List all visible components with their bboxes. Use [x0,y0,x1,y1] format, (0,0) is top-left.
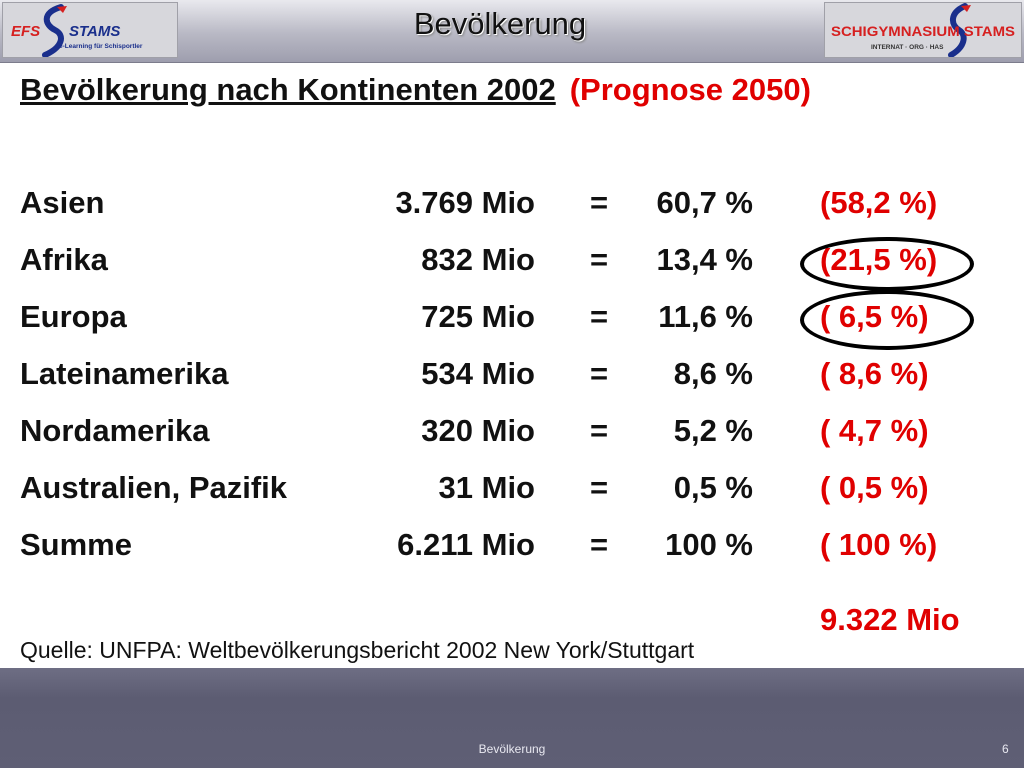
footer-title: Bevölkerung [478,742,546,756]
equals-sign: = [590,185,609,220]
equals-sign: = [590,242,609,277]
efs-stams-logo: EFS STAMS e-Learning für Schisportler [2,2,178,58]
share-percent: 8,6 % [673,356,753,391]
svg-text:INTERNAT · ORG · HAS: INTERNAT · ORG · HAS [871,44,944,51]
population-mio: 6.211 Mio [397,527,535,562]
subtitle-forecast: (Prognose 2050) [569,72,811,107]
slide-subtitle: Bevölkerung nach Kontinenten 2002 (Progno… [20,72,811,108]
share-percent: 0,5 % [673,470,753,505]
continent-name: Nordamerika [20,413,210,448]
continent-name: Afrika [20,242,108,277]
population-mio: 725 Mio [421,299,535,334]
highlight-ellipse-afrika [800,237,974,291]
table-row: Australien, Pazifik 31 Mio = 0,5 % ( 0,5… [0,470,1024,510]
share-percent: 11,6 % [658,299,753,334]
svg-text:e-Learning für Schisportler: e-Learning für Schisportler [59,43,143,50]
subtitle-main: Bevölkerung nach Kontinenten 2002 [20,72,556,107]
table-row: Asien 3.769 Mio = 60,7 % (58,2 %) [0,185,1024,225]
share-percent: 60,7 % [656,185,753,220]
forecast-percent: ( 4,7 %) [820,413,929,448]
share-percent: 100 % [665,527,753,562]
equals-sign: = [590,413,609,448]
table-row: Lateinamerika 534 Mio = 8,6 % ( 8,6 %) [0,356,1024,396]
efs-stams-logo-graphic: EFS STAMS e-Learning für Schisportler [11,4,143,58]
forecast-percent: (58,2 %) [820,185,938,220]
table-row: Nordamerika 320 Mio = 5,2 % ( 4,7 %) [0,413,1024,453]
equals-sign: = [590,299,609,334]
population-mio: 3.769 Mio [395,185,535,220]
continent-name: Europa [20,299,127,334]
source-citation: Quelle: UNFPA: Weltbevölkerungsbericht 2… [20,637,695,663]
slide-header: EFS STAMS e-Learning für Schisportler Be… [0,0,1024,63]
table-row-total: Summe 6.211 Mio = 100 % ( 100 %) [0,527,1024,567]
population-mio: 320 Mio [421,413,535,448]
svg-text:EFS: EFS [11,23,40,40]
equals-sign: = [590,356,609,391]
svg-text:SCHIGYMNASIUM STAMS: SCHIGYMNASIUM STAMS [831,23,1015,39]
continent-name: Australien, Pazifik [20,470,288,505]
slide-footer: Bevölkerung 6 [0,668,1024,768]
continent-name: Lateinamerika [20,356,229,391]
population-mio: 832 Mio [421,242,535,277]
share-percent: 13,4 % [656,242,753,277]
equals-sign: = [590,470,609,505]
schigymnasium-stams-logo: SCHIGYMNASIUM STAMS INTERNAT · ORG · HAS [824,2,1022,58]
slide-heading: Bevölkerung [413,6,587,41]
forecast-percent: ( 0,5 %) [820,470,929,505]
forecast-percent: ( 100 %) [820,527,938,562]
population-mio: 31 Mio [438,470,535,505]
page-number: 6 [1002,742,1009,756]
population-mio: 534 Mio [421,356,535,391]
equals-sign: = [590,527,609,562]
forecast-percent: ( 8,6 %) [820,356,929,391]
highlight-ellipse-europa [800,290,974,350]
share-percent: 5,2 % [673,413,753,448]
continent-name: Asien [20,185,105,220]
continent-name: Summe [20,527,132,562]
forecast-total: 9.322 Mio [820,602,960,637]
schigymnasium-logo-graphic: SCHIGYMNASIUM STAMS INTERNAT · ORG · HAS [831,3,1015,58]
svg-text:STAMS: STAMS [69,23,120,40]
